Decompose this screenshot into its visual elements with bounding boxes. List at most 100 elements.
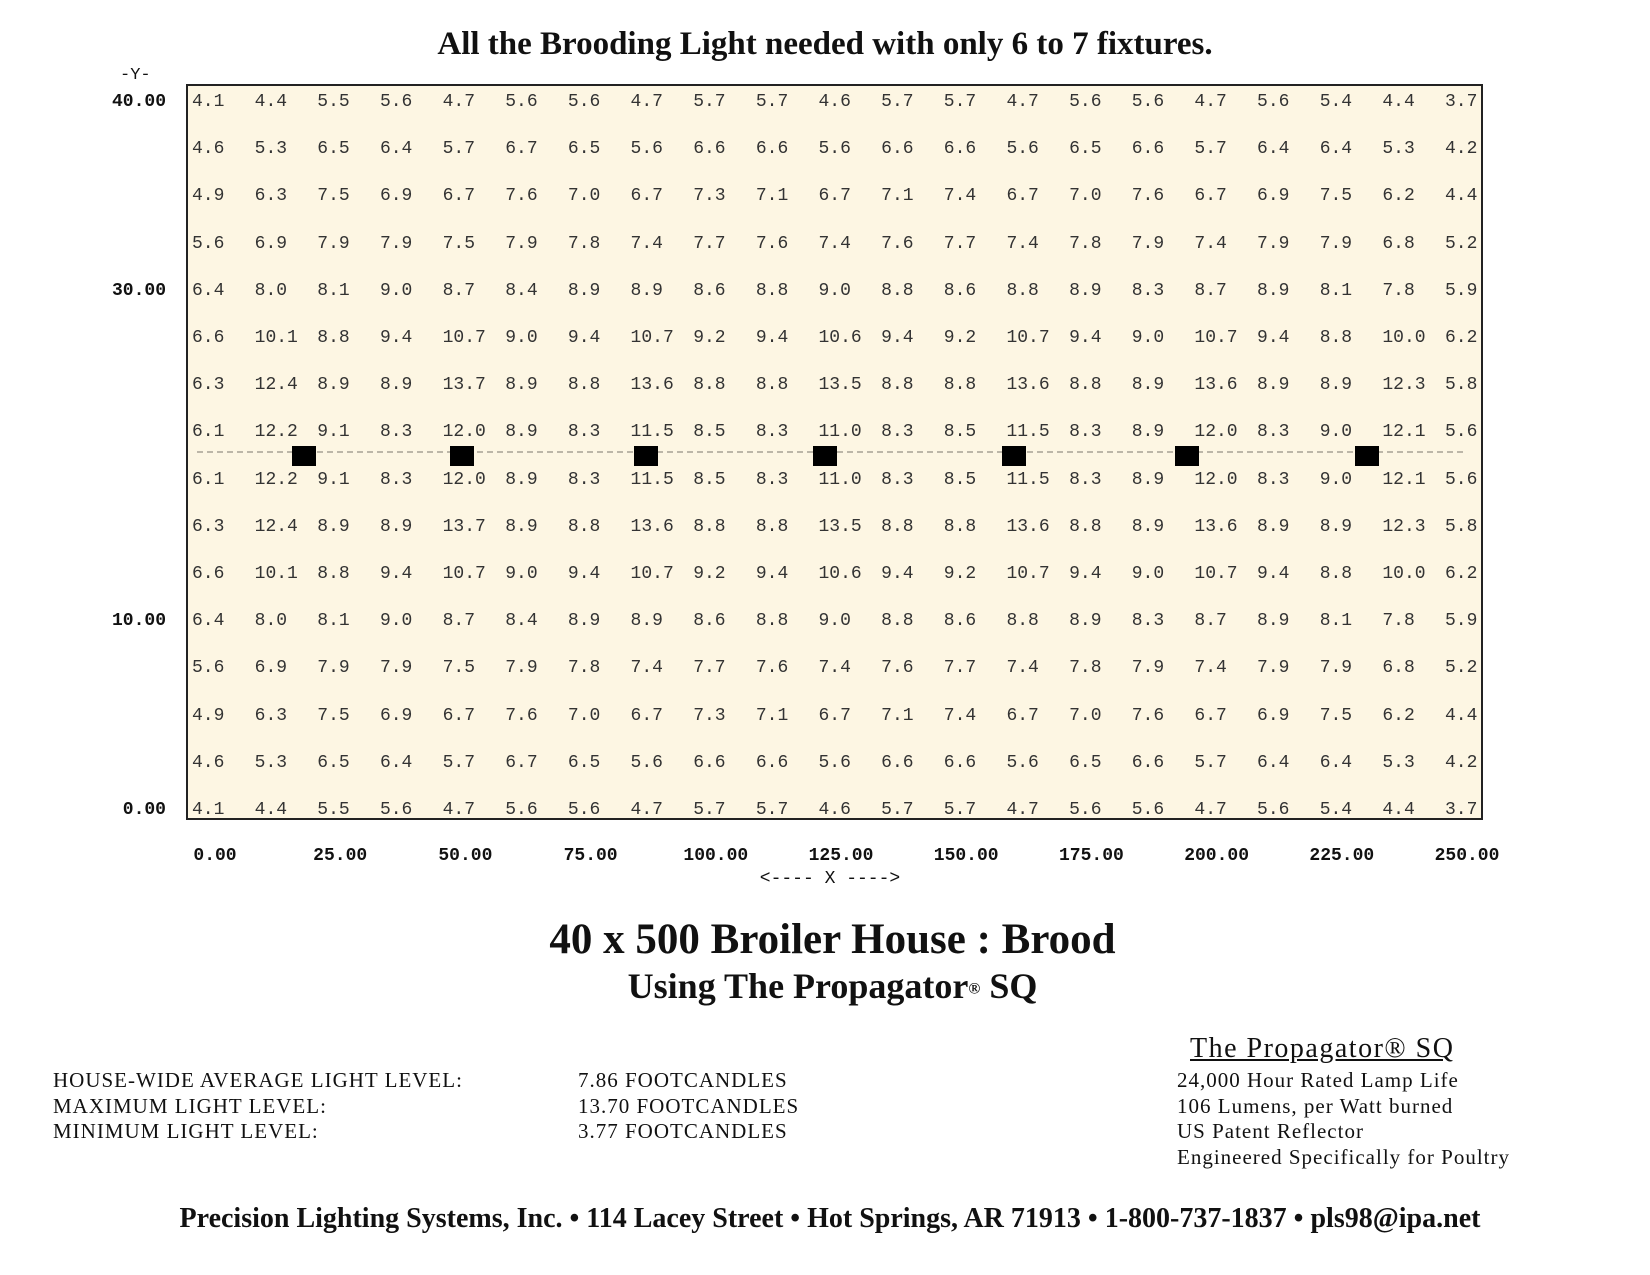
grid-cell: 8.8 xyxy=(881,280,914,301)
grid-cell: 4.2 xyxy=(1445,139,1478,160)
grid-cell: 7.8 xyxy=(567,658,601,679)
grid-cell: 5.7 xyxy=(693,800,726,820)
grid-cell: 9.1 xyxy=(317,469,350,490)
grid-cell: 11.5 xyxy=(1006,469,1050,490)
grid-cell: 9.4 xyxy=(755,328,789,348)
grid-cell: 6.6 xyxy=(1131,139,1165,160)
grid-cell: 8.8 xyxy=(755,611,789,632)
grid-cell: 5.6 xyxy=(818,752,851,773)
grid-cell: 4.1 xyxy=(192,92,225,112)
grid-cell: 8.9 xyxy=(505,375,538,396)
grid-cell: 5.6 xyxy=(1257,800,1290,820)
grid-cell: 6.9 xyxy=(1257,705,1290,726)
grid-cell: 12.1 xyxy=(1382,422,1426,443)
grid-cell: 6.9 xyxy=(1257,186,1290,207)
grid-cell: 8.9 xyxy=(505,516,538,537)
grid-cell: 7.0 xyxy=(567,705,601,726)
grid-cell: 4.7 xyxy=(1006,92,1039,112)
grid-cell: 8.7 xyxy=(1194,280,1227,301)
x-tick-label: 175.00 xyxy=(1058,846,1124,866)
grid-cell: 8.8 xyxy=(1006,611,1039,632)
grid-cell: 4.9 xyxy=(192,705,225,726)
grid-cell: 9.2 xyxy=(693,328,726,348)
grid-cell: 11.5 xyxy=(630,469,674,490)
grid-cell: 7.7 xyxy=(943,658,977,679)
grid-cell: 8.3 xyxy=(1257,469,1290,490)
grid-cell: 8.8 xyxy=(1069,375,1102,396)
grid-cell: 6.7 xyxy=(1194,705,1227,726)
grid-cell: 8.0 xyxy=(254,611,288,632)
y-tick-label: 10.00 xyxy=(111,611,166,632)
grid-cell: 11.5 xyxy=(1006,422,1050,443)
grid-cell: 9.0 xyxy=(1319,469,1353,490)
grid-cell: 12.2 xyxy=(254,422,298,443)
grid-cell: 7.5 xyxy=(1319,705,1353,726)
grid-cell: 7.5 xyxy=(317,705,350,726)
grid-cell: 10.7 xyxy=(1006,564,1050,584)
grid-cell: 6.6 xyxy=(755,139,789,160)
grid-cell: 8.7 xyxy=(442,280,475,301)
y-tick-label: 30.00 xyxy=(111,280,166,301)
grid-cell: 7.9 xyxy=(1319,233,1353,254)
grid-cell: 8.8 xyxy=(693,375,726,396)
grid-cell: 5.6 xyxy=(630,752,663,773)
grid-cell: 8.9 xyxy=(1131,422,1165,443)
grid-cell: 6.6 xyxy=(1131,752,1165,773)
grid-cell: 8.4 xyxy=(505,280,538,301)
grid-cell: 4.4 xyxy=(254,800,288,820)
grid-cell: 10.0 xyxy=(1382,564,1426,584)
grid-cell: 8.9 xyxy=(567,280,601,301)
grid-cell: 7.9 xyxy=(1257,658,1290,679)
grid-cell: 4.7 xyxy=(1194,800,1227,820)
grid-cell: 7.9 xyxy=(1257,233,1290,254)
product-feature: 106 Lumens, per Watt burned xyxy=(1177,1094,1454,1118)
fixture-square-icon xyxy=(1354,445,1379,466)
grid-cell: 8.5 xyxy=(693,422,726,443)
grid-cell: 13.5 xyxy=(818,516,862,537)
grid-cell: 10.7 xyxy=(1006,328,1050,348)
grid-cell: 8.3 xyxy=(567,422,601,443)
grid-cell: 9.0 xyxy=(1131,564,1165,584)
grid-cell: 5.7 xyxy=(1194,139,1227,160)
grid-cell: 6.4 xyxy=(379,752,413,773)
grid-cell: 6.6 xyxy=(943,139,977,160)
grid-cell: 8.8 xyxy=(881,516,914,537)
grid-cell: 7.5 xyxy=(442,233,475,254)
grid-cell: 8.6 xyxy=(693,280,726,301)
grid-cell: 6.7 xyxy=(818,186,851,207)
grid-cell: 8.3 xyxy=(1069,469,1102,490)
grid-cell: 7.5 xyxy=(442,658,475,679)
grid-cell: 5.8 xyxy=(1445,375,1478,396)
x-tick-label: 125.00 xyxy=(808,846,874,866)
grid-cell: 8.5 xyxy=(943,422,977,443)
grid-cell: 4.4 xyxy=(254,92,288,112)
grid-cell: 7.6 xyxy=(1131,186,1165,207)
grid-cell: 5.3 xyxy=(254,752,288,773)
grid-cell: 8.1 xyxy=(1319,611,1353,632)
grid-cell: 7.7 xyxy=(943,233,977,254)
grid-cell: 8.9 xyxy=(630,280,663,301)
grid-cell: 6.6 xyxy=(192,564,225,584)
grid-cell: 5.6 xyxy=(818,139,851,160)
grid-cell: 7.0 xyxy=(1069,186,1102,207)
grid-cell: 12.0 xyxy=(442,422,486,443)
grid-cell: 8.1 xyxy=(1319,280,1353,301)
grid-cell: 10.1 xyxy=(254,564,298,584)
grid-cell: 9.4 xyxy=(379,564,413,584)
fixture-square-icon xyxy=(633,445,658,466)
fixture-square-icon xyxy=(292,445,317,466)
grid-cell: 7.0 xyxy=(1069,705,1102,726)
grid-cell: 7.6 xyxy=(505,186,538,207)
grid-cell: 7.7 xyxy=(693,658,726,679)
grid-cell: 5.7 xyxy=(881,800,914,820)
grid-cell: 7.1 xyxy=(881,705,914,726)
grid-cell: 13.6 xyxy=(630,516,674,537)
page-title: All the Brooding Light needed with only … xyxy=(437,26,1213,62)
grid-cell: 7.3 xyxy=(693,186,726,207)
grid-cell: 6.3 xyxy=(192,375,225,396)
stat-average-value: 7.86 FOOTCANDLES xyxy=(578,1068,788,1092)
grid-cell: 8.8 xyxy=(317,564,350,584)
grid-cell: 9.1 xyxy=(317,422,350,443)
grid-cell: 4.6 xyxy=(192,139,225,160)
grid-cell: 5.7 xyxy=(755,800,789,820)
